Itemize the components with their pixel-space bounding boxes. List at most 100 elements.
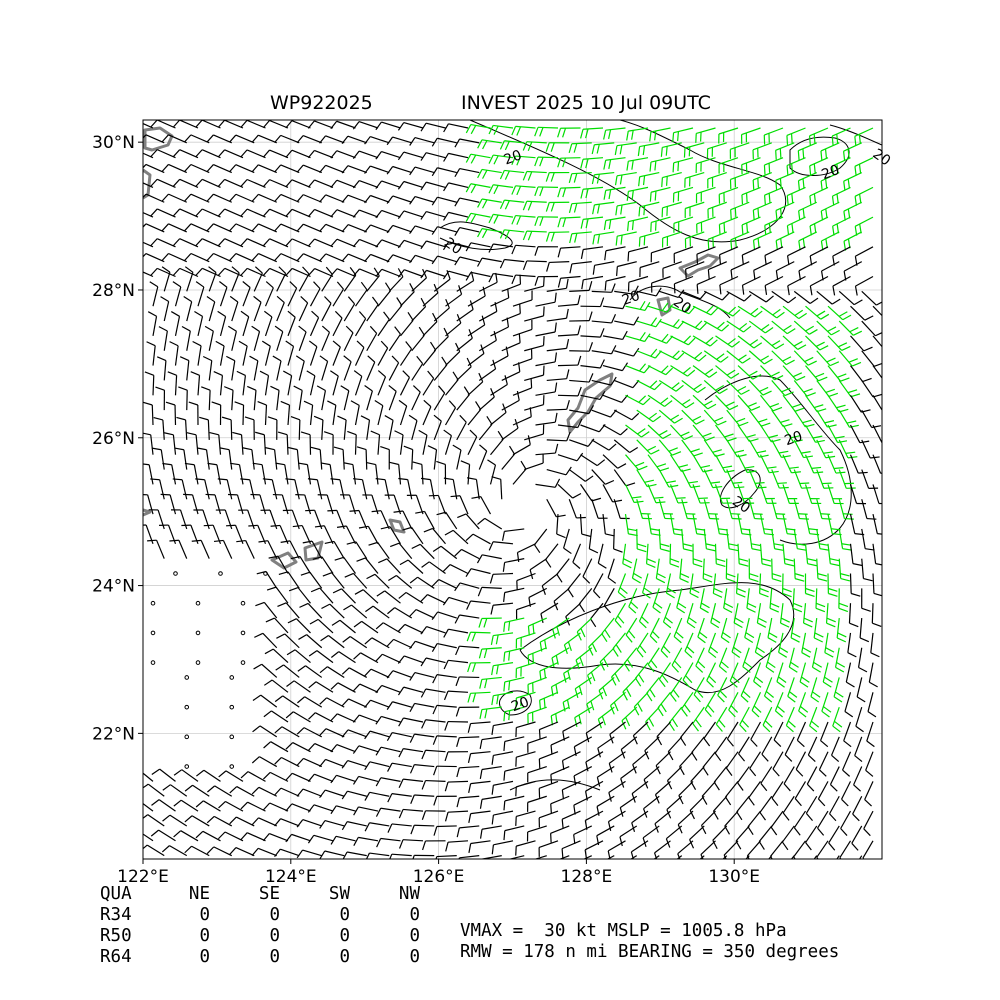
barb-staff [829,795,840,815]
wind-barb [735,573,746,598]
barb-feather [683,435,694,441]
wind-barb [432,704,457,715]
wind-barb [143,493,154,515]
barb-feather [725,767,733,776]
wind-barb [752,201,772,220]
barb-staff [642,825,660,839]
barb-feather [238,340,248,347]
barb-staff [636,379,655,391]
wind-barb [692,543,703,568]
barb-staff [621,706,638,722]
barb-feather [677,289,685,298]
barb-staff [516,572,536,582]
wind-barb [602,362,629,372]
barb-feather [330,651,340,658]
barb-staff [699,588,705,609]
barb-staff [527,765,547,774]
barb-staff [276,302,285,322]
wind-barb [592,261,615,275]
wind-barb [809,186,829,206]
barb-staff [654,810,671,825]
barb-staff [478,423,493,441]
wind-barb [752,171,772,190]
barb-staff [725,751,739,769]
barb-staff [213,815,233,827]
barb-feather [712,449,722,453]
barb-feather [146,341,156,347]
barb-feather [721,636,730,644]
barb-feather [164,432,174,436]
barb-staff [238,464,244,485]
barb-staff [374,573,390,589]
wind-barb [512,290,533,307]
barb-staff [605,186,626,191]
barb-staff [205,449,210,470]
barb-feather [579,656,584,667]
barb-feather [456,767,460,778]
wind-barb [607,558,617,584]
barb-staff [249,479,255,500]
wind-barb [433,327,449,352]
wind-barb [264,281,274,307]
barb-staff [569,289,590,292]
wind-barb [251,253,277,263]
barb-feather [240,149,248,158]
barb-feather [847,208,851,219]
barb-feather [798,210,801,221]
barb-feather [455,707,460,717]
barb-staff [731,632,739,653]
wind-barb [272,355,282,381]
barb-feather [856,696,866,703]
barb-feather [770,371,780,377]
barb-staff [643,766,660,781]
wind-barb [718,647,729,673]
barb-feather [853,784,861,792]
barb-feather [349,509,360,512]
barb-staff [281,494,289,515]
barb-staff [681,320,700,331]
barb-feather [638,206,641,217]
wind-barb [250,493,267,515]
barb-feather [639,363,647,372]
wind-barb [603,157,626,170]
barb-feather [815,439,825,443]
barb-staff [692,706,705,724]
barb-feather [796,543,806,546]
wind-barb [286,649,311,664]
barb-feather [384,415,394,421]
barb-feather [226,355,236,362]
barb-staff [703,290,723,301]
wind-barb [420,657,446,667]
barb-staff [565,602,581,618]
barb-staff [235,252,255,263]
barb-feather [527,231,533,241]
barb-staff [459,138,480,144]
wind-barb [399,341,413,366]
wind-barb [488,272,514,283]
barb-feather [591,144,595,155]
barb-feather [562,217,567,228]
barb-feather [590,671,596,682]
barb-staff [156,149,176,159]
wind-barb [276,295,285,322]
barb-staff [820,172,840,182]
wind-barb [662,261,682,278]
wind-barb [251,786,278,797]
wind-barb [797,172,817,191]
wind-barb [764,246,784,265]
barb-feather [770,826,778,836]
wind-barb [323,431,334,455]
barb-staff [343,361,352,381]
barb-staff [673,186,694,194]
barb-feather [752,374,762,380]
barb-feather [612,499,623,503]
barb-feather [472,662,477,673]
barb-staff [771,781,784,799]
barb-staff [512,299,533,307]
barb-feather [534,246,539,256]
barb-feather [596,144,600,154]
barb-staff [849,424,861,443]
barb-staff [392,136,412,144]
barb-feather [534,544,541,553]
wind-barb [782,484,799,504]
